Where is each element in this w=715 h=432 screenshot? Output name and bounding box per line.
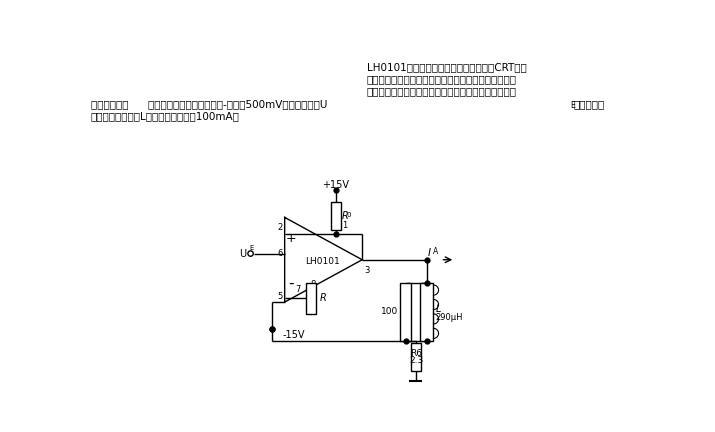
Text: 2: 2	[278, 223, 283, 232]
Bar	[306, 283, 316, 314]
Text: -: -	[288, 275, 294, 290]
Text: A: A	[433, 247, 438, 256]
Text: 低失真特性使之在各种电路中均可灵活地应用。一个典: 低失真特性使之在各种电路中均可灵活地应用。一个典	[367, 86, 517, 96]
Text: +15V: +15V	[322, 180, 350, 190]
Text: 输入到放大: 输入到放大	[573, 99, 605, 109]
Text: 8: 8	[310, 280, 315, 289]
Bar	[331, 202, 341, 231]
Text: 290μH: 290μH	[436, 313, 463, 322]
Text: 6: 6	[277, 249, 283, 258]
Circle shape	[248, 251, 253, 256]
Text: 极射线管显示器）偏转线圈的驱动器电路中。其良好的: 极射线管显示器）偏转线圈的驱动器电路中。其良好的	[367, 74, 517, 84]
Text: 器，而输出到电感L上的峰值电流则为100mA。: 器，而输出到电感L上的峰值电流则为100mA。	[91, 111, 240, 121]
Text: E: E	[249, 245, 253, 251]
Text: LH0101运算放大器广泛应用在高精度的CRT（阴: LH0101运算放大器广泛应用在高精度的CRT（阴	[367, 62, 526, 72]
Text: LH0101: LH0101	[305, 257, 340, 266]
Text: 2.3: 2.3	[409, 356, 423, 365]
Text: 型的电路如图      所示。该电路把一个对地峰-峰值为500mV的三角波信号U: 型的电路如图 所示。该电路把一个对地峰-峰值为500mV的三角波信号U	[91, 99, 327, 109]
Text: L: L	[436, 304, 441, 314]
Text: 1: 1	[342, 221, 347, 229]
Text: I: I	[428, 248, 431, 258]
Text: 0: 0	[347, 212, 351, 218]
Text: R: R	[320, 293, 326, 303]
Text: 3: 3	[365, 266, 370, 275]
Bar	[400, 283, 411, 340]
Text: R: R	[342, 211, 349, 221]
Text: 100: 100	[380, 307, 398, 316]
Text: U: U	[239, 248, 246, 259]
Text: E: E	[570, 101, 575, 110]
Text: 5: 5	[278, 292, 283, 301]
Bar	[420, 283, 433, 340]
Text: +: +	[285, 232, 296, 245]
Bar	[410, 343, 420, 372]
Text: 7: 7	[295, 285, 300, 293]
Text: -15V: -15V	[282, 330, 305, 340]
Text: R6: R6	[410, 349, 423, 358]
